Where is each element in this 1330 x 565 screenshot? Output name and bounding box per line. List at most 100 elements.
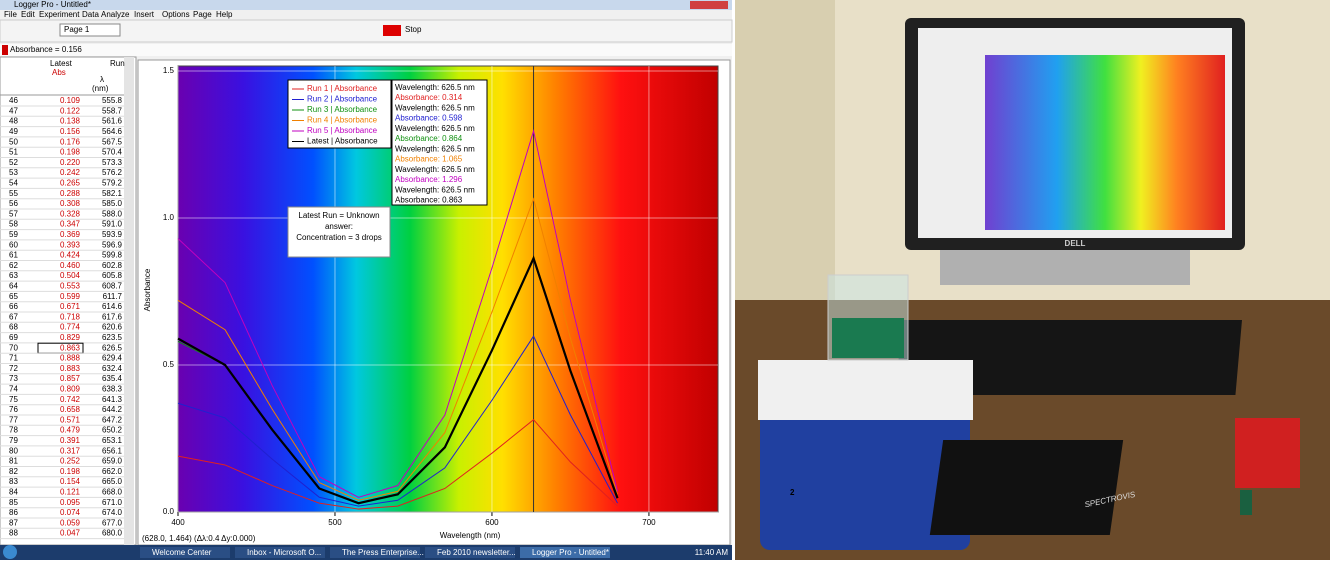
row-number: 86 bbox=[9, 508, 18, 517]
wavelength-cell: 611.7 bbox=[103, 292, 123, 301]
abs-cell: 0.671 bbox=[60, 302, 81, 311]
x-tick-label: 500 bbox=[328, 518, 342, 527]
row-number: 54 bbox=[9, 179, 18, 188]
stop-button[interactable] bbox=[383, 25, 401, 36]
meter-label: Absorbance = 0.156 bbox=[10, 45, 82, 54]
row-number: 63 bbox=[9, 271, 18, 280]
window-title: Logger Pro - Untitled* bbox=[14, 0, 91, 9]
abs-cell: 0.154 bbox=[60, 477, 81, 486]
row-number: 61 bbox=[9, 251, 18, 260]
row-number: 66 bbox=[9, 302, 18, 311]
row-number: 55 bbox=[9, 189, 18, 198]
examine-absorbance: Absorbance: 0.864 bbox=[395, 134, 463, 143]
abs-cell: 0.809 bbox=[60, 385, 81, 394]
menu-item[interactable]: Insert bbox=[134, 10, 155, 19]
abs-cell: 0.393 bbox=[60, 240, 81, 249]
menu-item[interactable]: Data bbox=[82, 10, 99, 19]
start-button[interactable] bbox=[3, 545, 17, 559]
row-number: 62 bbox=[9, 261, 18, 270]
row-number: 72 bbox=[9, 364, 18, 373]
wavelength-cell: 567.5 bbox=[102, 137, 123, 146]
abs-cell: 0.658 bbox=[60, 405, 81, 414]
abs-cell: 0.328 bbox=[60, 209, 81, 218]
wavelength-cell: 653.1 bbox=[102, 436, 123, 445]
abs-cell: 0.888 bbox=[60, 354, 81, 363]
photo-spectrovis bbox=[930, 440, 1123, 535]
examine-absorbance: Absorbance: 0.598 bbox=[395, 114, 463, 123]
abs-cell: 0.220 bbox=[60, 158, 81, 167]
wavelength-cell: 570.4 bbox=[102, 148, 123, 157]
wavelength-cell: 605.8 bbox=[102, 271, 123, 280]
menu-item[interactable]: Help bbox=[216, 10, 233, 19]
abs-cell: 0.074 bbox=[60, 508, 81, 517]
wavelength-cell: 582.1 bbox=[102, 189, 123, 198]
menu-item[interactable]: Edit bbox=[21, 10, 36, 19]
column-header: Abs bbox=[52, 68, 66, 77]
menu-item[interactable]: Options bbox=[162, 10, 190, 19]
menu-item[interactable]: Experiment bbox=[39, 10, 80, 19]
wavelength-cell: 608.7 bbox=[102, 282, 123, 291]
legend-entry: Latest | Absorbance bbox=[307, 137, 378, 146]
taskbar-label[interactable]: Feb 2010 newsletter... bbox=[437, 548, 516, 557]
scrollbar[interactable] bbox=[124, 57, 134, 545]
abs-cell: 0.742 bbox=[60, 395, 81, 404]
menu-item[interactable]: Page bbox=[193, 10, 212, 19]
wavelength-cell: 561.6 bbox=[102, 117, 123, 126]
title-bar bbox=[0, 0, 732, 10]
photo-dye-bottle bbox=[1240, 490, 1252, 515]
row-number: 64 bbox=[9, 282, 18, 291]
wavelength-cell: 665.0 bbox=[102, 477, 123, 486]
annotation-text: Latest Run = Unknown bbox=[298, 211, 379, 220]
abs-cell: 0.138 bbox=[60, 117, 81, 126]
abs-cell: 0.121 bbox=[60, 488, 81, 497]
abs-cell: 0.774 bbox=[60, 323, 81, 332]
stop-label[interactable]: Stop bbox=[405, 25, 422, 34]
taskbar-label[interactable]: The Press Enterprise... bbox=[342, 548, 424, 557]
taskbar-label[interactable]: Inbox - Microsoft O... bbox=[247, 548, 321, 557]
row-number: 76 bbox=[9, 405, 18, 414]
window-controls[interactable] bbox=[690, 1, 728, 9]
photo-cuvette-rack bbox=[758, 360, 973, 420]
examine-absorbance: Absorbance: 0.314 bbox=[395, 93, 463, 102]
wavelength-cell: 677.0 bbox=[102, 518, 123, 527]
abs-cell: 0.317 bbox=[60, 446, 81, 455]
abs-cell: 0.156 bbox=[60, 127, 81, 136]
wavelength-cell: 564.6 bbox=[102, 127, 123, 136]
wavelength-cell: 558.7 bbox=[102, 106, 123, 115]
examine-wavelength: Wavelength: 626.5 nm bbox=[395, 186, 475, 195]
x-tick-label: 600 bbox=[485, 518, 499, 527]
row-number: 80 bbox=[9, 446, 18, 455]
column-header: λ bbox=[100, 75, 104, 84]
row-number: 73 bbox=[9, 374, 18, 383]
row-number: 88 bbox=[9, 529, 18, 538]
row-number: 70 bbox=[9, 343, 18, 352]
row-number: 51 bbox=[9, 148, 18, 157]
row-number: 65 bbox=[9, 292, 18, 301]
abs-cell: 0.059 bbox=[60, 518, 81, 527]
abs-cell: 0.047 bbox=[60, 529, 81, 538]
column-header: (nm) bbox=[92, 84, 109, 93]
screenshot: Logger Pro - Untitled*FileEditExperiment… bbox=[0, 0, 1330, 560]
menu-item[interactable]: Analyze bbox=[101, 10, 130, 19]
wavelength-cell: 632.4 bbox=[102, 364, 123, 373]
row-number: 52 bbox=[9, 158, 18, 167]
examine-wavelength: Wavelength: 626.5 nm bbox=[395, 83, 475, 92]
wavelength-cell: 635.4 bbox=[102, 374, 123, 383]
photo-speaker bbox=[940, 250, 1190, 285]
examine-absorbance: Absorbance: 0.863 bbox=[395, 196, 463, 205]
wavelength-cell: 650.2 bbox=[102, 426, 123, 435]
row-number: 85 bbox=[9, 498, 18, 507]
wavelength-cell: 623.5 bbox=[102, 333, 123, 342]
taskbar-label[interactable]: Welcome Center bbox=[152, 548, 212, 557]
wavelength-cell: 644.2 bbox=[102, 405, 123, 414]
row-number: 77 bbox=[9, 415, 18, 424]
wavelength-cell: 576.2 bbox=[102, 168, 123, 177]
legend-entry: Run 4 | Absorbance bbox=[307, 116, 378, 125]
page-label[interactable]: Page 1 bbox=[64, 25, 90, 34]
taskbar-label[interactable]: Logger Pro - Untitled* bbox=[532, 548, 609, 557]
menu-item[interactable]: File bbox=[4, 10, 17, 19]
y-tick-label: 1.5 bbox=[163, 66, 175, 75]
abs-cell: 0.198 bbox=[60, 467, 81, 476]
wavelength-cell: 659.0 bbox=[102, 457, 123, 466]
meter-icon bbox=[2, 45, 8, 55]
